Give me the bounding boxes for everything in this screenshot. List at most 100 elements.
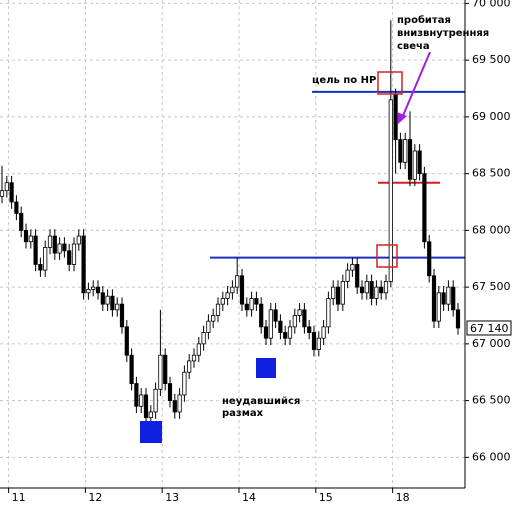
candle-body xyxy=(431,275,437,322)
candle-body xyxy=(57,243,62,254)
candle-body xyxy=(359,286,365,294)
candle-body xyxy=(71,243,77,265)
y-tick-label: 66 000 xyxy=(472,450,511,463)
candle-body xyxy=(182,371,187,396)
candle-body xyxy=(235,275,240,288)
candle-body xyxy=(297,309,302,316)
candle-body xyxy=(52,235,57,254)
y-tick-label: 70 000 xyxy=(472,0,511,9)
candle-body xyxy=(167,383,173,402)
candle-body xyxy=(211,315,216,322)
candle-body xyxy=(316,337,321,350)
candle-body xyxy=(427,241,432,277)
candle-body xyxy=(143,394,149,419)
annotation: цель по НР xyxy=(312,75,376,86)
last-price-box xyxy=(466,320,512,336)
candle-body xyxy=(124,326,129,356)
x-tick-label: 15 xyxy=(319,491,333,504)
candle-body xyxy=(244,303,249,311)
candle-body xyxy=(28,235,33,243)
candle-body xyxy=(206,320,211,333)
y-tick-label: 68 000 xyxy=(472,223,511,236)
y-tick-label: 66 500 xyxy=(472,394,511,407)
candle-body xyxy=(163,354,168,384)
candle-body xyxy=(403,139,408,163)
x-tick-label: 12 xyxy=(88,491,102,504)
annotation: размах xyxy=(222,408,264,419)
last-price-label: 67 140 xyxy=(470,322,509,335)
candle-body xyxy=(379,286,384,294)
candle-body xyxy=(172,400,177,413)
candle-body xyxy=(38,264,43,271)
candle-body xyxy=(364,281,369,294)
candle-body xyxy=(350,264,355,271)
candle-body xyxy=(230,286,235,294)
candle-body xyxy=(393,93,398,140)
candle-body xyxy=(283,332,288,339)
candle-body xyxy=(14,201,19,214)
candle-body xyxy=(239,275,245,305)
arrow-head xyxy=(397,112,407,124)
candle-body xyxy=(307,326,312,333)
candle-body xyxy=(110,295,115,311)
candle-body xyxy=(383,281,389,294)
candle-body xyxy=(422,173,427,243)
candle-body xyxy=(388,99,393,282)
candle-body xyxy=(43,247,48,271)
candle-body xyxy=(446,286,451,305)
candle-body xyxy=(177,394,182,413)
candle-body xyxy=(369,281,374,299)
x-tick-label: 11 xyxy=(12,491,26,504)
candle-body xyxy=(105,295,110,305)
marker-square xyxy=(140,421,162,443)
candle-body xyxy=(47,235,53,248)
candle-body xyxy=(302,309,307,328)
annotation: неудавшийся xyxy=(222,396,300,407)
candle-body xyxy=(355,264,360,288)
candle-body xyxy=(100,292,105,305)
candle-body xyxy=(19,212,24,231)
candle-body xyxy=(134,383,139,407)
candle-body xyxy=(263,326,269,339)
candle-body xyxy=(4,182,9,192)
candle-body xyxy=(311,332,317,350)
candle-body xyxy=(9,182,14,203)
candle-body xyxy=(76,235,81,245)
candle-body xyxy=(412,150,417,180)
candle-body xyxy=(33,235,38,265)
candle-body xyxy=(187,360,192,373)
candle-body xyxy=(268,309,273,339)
candle-body xyxy=(335,286,341,305)
candle-body xyxy=(129,354,134,384)
candle-body xyxy=(407,139,413,180)
candle-body xyxy=(62,243,67,252)
candle-body xyxy=(278,320,283,333)
annotation: пробитая xyxy=(397,14,451,26)
candle-body xyxy=(340,281,345,305)
candle-body xyxy=(23,229,29,243)
candle-body xyxy=(158,354,163,390)
candle-body xyxy=(455,309,461,329)
candle-body xyxy=(254,298,259,305)
candle-body xyxy=(139,394,144,407)
y-tick-label: 67 000 xyxy=(472,337,511,350)
candle-body xyxy=(215,303,221,316)
candle-body xyxy=(153,388,158,413)
x-tick-label: 14 xyxy=(242,491,256,504)
highlight-box xyxy=(377,71,403,95)
candle-body xyxy=(441,292,446,305)
candle-body xyxy=(259,303,264,328)
candle-body xyxy=(119,303,125,328)
candle-body xyxy=(220,298,225,305)
candle-body xyxy=(95,286,101,294)
candle-body xyxy=(67,250,72,265)
candle-body xyxy=(326,298,331,328)
candle-body xyxy=(292,315,297,328)
x-tick-label: 18 xyxy=(396,491,410,504)
candle-body xyxy=(436,292,441,322)
candle-body xyxy=(273,309,278,322)
candle-body xyxy=(0,190,5,197)
x-tick-label: 13 xyxy=(165,491,179,504)
